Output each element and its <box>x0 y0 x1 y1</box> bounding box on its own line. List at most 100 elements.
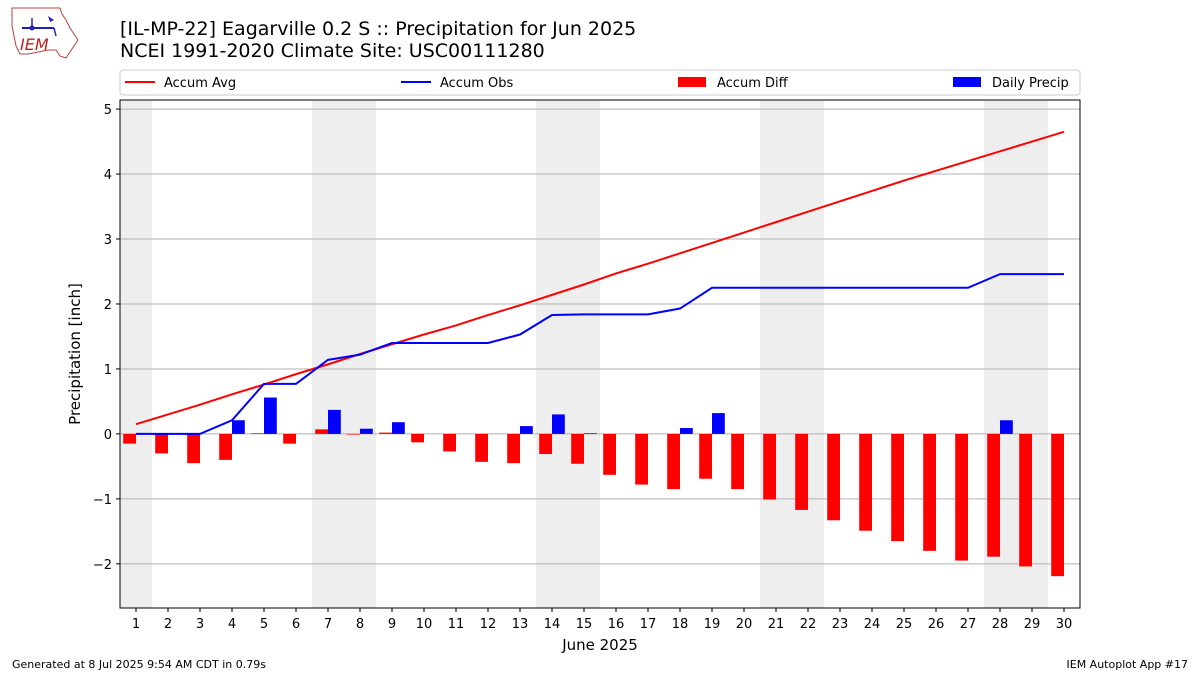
accum-diff-bar <box>475 433 488 462</box>
x-tick-label: 7 <box>324 617 332 632</box>
legend-accum-diff-swatch <box>678 77 706 87</box>
legend-box <box>119 69 1081 96</box>
accum-avg-line <box>135 130 1065 426</box>
x-axis-label: June 2025 <box>561 636 638 654</box>
accum-diff-bar <box>251 433 264 434</box>
x-tick-label: 11 <box>448 617 465 632</box>
title-line-2: NCEI 1991-2020 Climate Site: USC00111280 <box>120 40 545 62</box>
accum-diff-bar <box>731 433 744 490</box>
x-tick-label: 8 <box>356 617 364 632</box>
accum-diff-bar <box>187 433 200 464</box>
y-tick-label: −1 <box>93 493 112 508</box>
app-footer: IEM Autoplot App #17 <box>1066 658 1189 671</box>
accum-diff-bar <box>891 433 904 542</box>
daily-precip-bar <box>520 426 533 434</box>
accum-diff-bar <box>507 433 520 464</box>
iem-logo: IEM <box>11 7 79 59</box>
daily-precip-bar <box>360 428 373 434</box>
x-tick-label: 15 <box>576 617 593 632</box>
y-tick-label: 5 <box>104 103 112 118</box>
x-tick-label: 14 <box>544 617 561 632</box>
accum-diff-bar <box>955 433 968 561</box>
accum-diff-bar <box>155 433 168 454</box>
x-tick-label: 2 <box>164 617 172 632</box>
x-tick-label: 29 <box>1024 617 1041 632</box>
daily-precip-bar <box>584 433 597 434</box>
accum-obs-line <box>136 273 1064 435</box>
accum-diff-bar <box>1019 433 1032 567</box>
legend-accum-obs-label: Accum Obs <box>440 76 513 91</box>
x-tick-label: 28 <box>992 617 1009 632</box>
chart-title: [IL-MP-22] Eagarville 0.2 S :: Precipita… <box>120 18 636 62</box>
x-tick-label: 30 <box>1056 617 1073 632</box>
daily-precip-bar <box>232 420 245 434</box>
y-axis-label: Precipitation [inch] <box>66 283 84 425</box>
daily-precip-bar <box>680 428 693 434</box>
x-tick-label: 20 <box>736 617 753 632</box>
daily-precip-bar <box>1000 420 1013 434</box>
legend-daily-precip-swatch <box>953 77 981 87</box>
daily-precip-bar <box>712 413 725 434</box>
accum-diff-bar <box>123 433 136 444</box>
x-tick-label: 16 <box>608 617 625 632</box>
x-tick-label: 12 <box>480 617 497 632</box>
legend: Accum Avg Accum Obs Accum Diff Daily Precip <box>119 69 1081 96</box>
accum-diff-bar <box>443 433 456 452</box>
generated-footer: Generated at 8 Jul 2025 9:54 AM CDT in 0… <box>12 658 266 671</box>
x-tick-label: 1 <box>132 617 140 632</box>
legend-daily-precip-label: Daily Precip <box>992 76 1069 91</box>
grid-lines <box>120 108 1080 565</box>
accum-diff-bar <box>667 433 680 490</box>
accum-diff-bar <box>987 433 1000 557</box>
accum-diff-bar <box>795 433 808 510</box>
plot-frame <box>119 99 1081 609</box>
logo-text: IEM <box>20 35 49 54</box>
accum-diff-bar <box>859 433 872 531</box>
accum-diff-bar <box>379 432 392 434</box>
accum-diff-bar <box>923 433 936 551</box>
y-tick-label: −2 <box>93 558 112 573</box>
title-line-1: [IL-MP-22] Eagarville 0.2 S :: Precipita… <box>120 18 637 40</box>
accum-diff-bar <box>635 433 648 485</box>
daily-precip-bar <box>264 397 277 434</box>
accum-diff-bar <box>539 433 552 455</box>
x-tick-label: 3 <box>196 617 204 632</box>
weekend-band <box>312 100 376 608</box>
daily-precip-bar <box>392 422 405 434</box>
x-tick-label: 27 <box>960 617 977 632</box>
x-tick-label: 17 <box>640 617 657 632</box>
legend-accum-diff-label: Accum Diff <box>717 76 789 91</box>
weekend-band <box>536 100 600 608</box>
x-tick-label: 19 <box>704 617 721 632</box>
x-tick-label: 26 <box>928 617 945 632</box>
x-tick-label: 22 <box>800 617 817 632</box>
x-tick-label: 23 <box>832 617 849 632</box>
accum-diff-bar <box>571 433 584 464</box>
accum-diff-bar <box>219 433 232 460</box>
y-tick-label: 4 <box>104 168 112 183</box>
accum-diff-bar <box>283 433 296 444</box>
lines <box>135 130 1065 435</box>
accum-diff-bar <box>411 433 424 443</box>
x-tick-label: 9 <box>388 617 396 632</box>
accum-diff-bar <box>315 429 328 434</box>
x-tick-label: 5 <box>260 617 268 632</box>
x-tick-label: 6 <box>292 617 300 632</box>
weekend-band <box>120 100 152 608</box>
legend-accum-avg-label: Accum Avg <box>164 76 236 91</box>
x-tick-label: 25 <box>896 617 913 632</box>
y-tick-label: 3 <box>104 233 112 248</box>
y-tick-label: 2 <box>104 298 112 313</box>
accum-diff-bar <box>1051 433 1064 577</box>
x-tick-label: 4 <box>228 617 236 632</box>
accum-diff-bar <box>347 433 360 435</box>
x-tick-label: 10 <box>416 617 433 632</box>
x-tick-label: 21 <box>768 617 785 632</box>
accum-diff-bar <box>699 433 712 479</box>
y-tick-label: 0 <box>104 428 112 443</box>
bars <box>123 397 1064 577</box>
accum-diff-bar <box>603 433 616 475</box>
weekend-band <box>760 100 824 608</box>
